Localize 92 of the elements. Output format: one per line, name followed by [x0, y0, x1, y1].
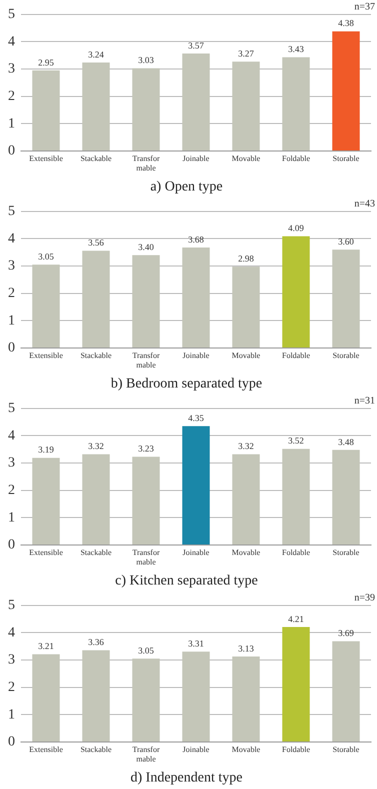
y-tick-label: 2 — [8, 89, 15, 104]
data-label: 3.57 — [188, 40, 204, 50]
x-tick-label: Extensible — [29, 350, 64, 360]
text: b) Bedroom separated type — [110, 376, 262, 392]
x-tick-label: Storable — [332, 350, 360, 360]
x-tick-label: Storable — [332, 744, 360, 754]
text: n=31 — [354, 396, 375, 407]
y-tick-label: 5 — [8, 598, 15, 614]
data-label: 3.32 — [238, 441, 254, 452]
data-label: 3.36 — [88, 637, 104, 648]
x-tick-label: Joinable — [182, 548, 210, 557]
x-tick-label: Movable — [232, 548, 261, 557]
x-tick-label: Movable — [232, 350, 261, 360]
data-label: 3.69 — [338, 628, 354, 638]
bar — [332, 31, 360, 150]
y-tick-label: 4 — [8, 231, 15, 246]
x-tick-label: Movable — [232, 154, 261, 163]
data-label: 3.31 — [188, 638, 204, 648]
bar — [282, 626, 310, 742]
y-tick-label: 3 — [8, 456, 15, 471]
data-label: 3.19 — [38, 444, 54, 455]
y-tick-label: 0 — [8, 144, 15, 159]
data-label: 3.68 — [188, 234, 204, 244]
data-label: 4.09 — [288, 223, 304, 234]
x-tick-label: Stackable — [80, 154, 112, 163]
x-tick-label: Transfor mable — [132, 548, 160, 566]
bar — [182, 426, 210, 544]
data-label: 2.98 — [238, 253, 254, 264]
x-tick-label: Stackable — [80, 744, 112, 754]
data-label: 4.35 — [188, 413, 204, 424]
y-tick-label: 2 — [8, 483, 15, 498]
x-tick-label: Joinable — [182, 744, 210, 754]
bar — [282, 236, 310, 348]
text: n=37 — [354, 2, 375, 13]
text: a) Open type — [150, 179, 223, 194]
x-tick-label: Transfor mable — [132, 350, 160, 370]
y-tick-label: 1 — [8, 313, 15, 328]
x-tick-label: Stackable — [80, 350, 112, 360]
x-tick-label: Joinable — [182, 154, 210, 163]
data-label: 3.23 — [138, 444, 154, 454]
data-label: 3.13 — [238, 643, 254, 654]
x-tick-label: Foldable — [282, 744, 310, 754]
data-label: 3.05 — [138, 646, 154, 656]
y-tick-label: 5 — [8, 401, 15, 416]
y-tick-label: 5 — [8, 204, 15, 220]
y-tick-label: 2 — [8, 286, 15, 302]
text: c) Kitchen separated type — [115, 573, 258, 588]
x-tick-label: Joinable — [182, 350, 210, 360]
data-label: 2.95 — [38, 57, 54, 68]
x-tick-label: Storable — [332, 154, 360, 163]
data-label: 3.24 — [88, 49, 104, 60]
data-label: 3.43 — [288, 44, 304, 54]
x-tick-label: Transfor mable — [132, 744, 160, 764]
data-label: 3.60 — [338, 236, 354, 247]
text: d) Independent type — [130, 770, 242, 786]
x-tick-label: Extensible — [29, 548, 64, 557]
data-label: 3.05 — [38, 252, 54, 262]
y-tick-label: 1 — [8, 707, 15, 722]
y-tick-label: 4 — [8, 625, 15, 640]
y-tick-label: 0 — [8, 340, 15, 356]
data-label: 3.32 — [88, 441, 104, 452]
y-tick-label: 0 — [8, 734, 15, 750]
x-tick-label: Storable — [332, 548, 360, 557]
data-label: 4.38 — [338, 18, 354, 28]
y-tick-label: 0 — [8, 538, 15, 553]
data-label: 3.03 — [138, 55, 154, 66]
x-tick-label: Stackable — [80, 548, 112, 557]
y-tick-label: 1 — [8, 510, 15, 526]
x-tick-label: Foldable — [282, 548, 310, 557]
data-label: 3.56 — [88, 238, 104, 248]
y-tick-label: 2 — [8, 680, 15, 696]
x-tick-label: Transfor mable — [132, 154, 160, 172]
x-tick-label: Extensible — [29, 744, 64, 754]
data-label: 3.48 — [338, 436, 354, 447]
x-tick-label: Foldable — [282, 350, 310, 360]
y-tick-label: 3 — [8, 258, 15, 274]
x-tick-label: Foldable — [282, 154, 310, 163]
y-tick-label: 4 — [8, 34, 15, 50]
y-tick-label: 3 — [8, 652, 15, 668]
data-label: 4.21 — [288, 614, 304, 624]
y-tick-label: 3 — [8, 62, 15, 77]
y-tick-label: 5 — [8, 7, 15, 22]
x-tick-label: Movable — [232, 744, 261, 754]
data-label: 3.52 — [288, 436, 304, 446]
y-tick-label: 4 — [8, 428, 15, 444]
y-tick-label: 1 — [8, 116, 15, 132]
text: n=39 — [354, 592, 375, 604]
data-label: 3.40 — [138, 242, 154, 252]
data-label: 3.21 — [38, 641, 54, 652]
x-tick-label: Extensible — [29, 154, 64, 163]
text: n=43 — [354, 198, 375, 210]
data-label: 3.27 — [238, 48, 254, 59]
